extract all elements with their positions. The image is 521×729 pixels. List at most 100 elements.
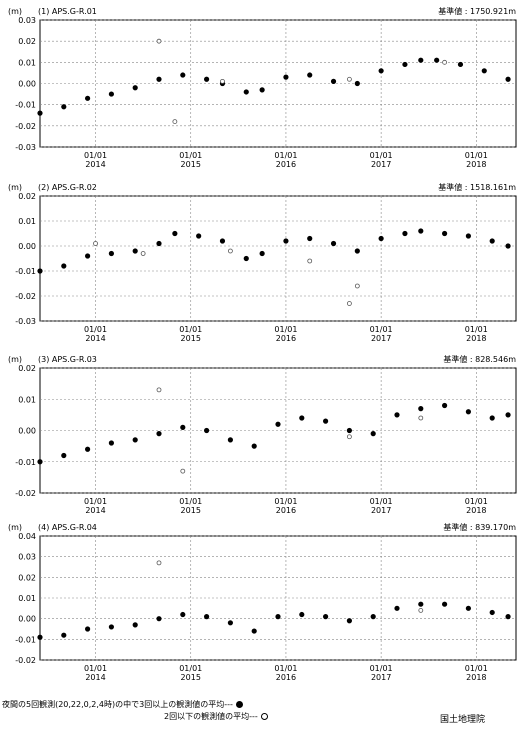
y-tick-label: -0.02 — [15, 656, 36, 665]
unit-label: (m) — [8, 7, 22, 16]
data-point-filled — [402, 61, 408, 68]
data-point-filled — [322, 613, 329, 620]
data-point-filled — [180, 72, 186, 78]
y-tick-label: 0.04 — [18, 532, 36, 541]
data-point-filled — [481, 68, 487, 74]
data-point-filled — [489, 609, 495, 616]
x-tick-label-date: 01/01 — [370, 664, 393, 673]
x-tick-label-year: 2015 — [181, 673, 201, 682]
x-tick-label-year: 2018 — [466, 673, 486, 682]
y-tick-label: 0.01 — [18, 395, 36, 404]
data-point-filled — [227, 437, 233, 443]
organization-label: 国土地理院 — [440, 715, 486, 725]
data-point-filled — [330, 78, 337, 84]
y-tick-label: 0.00 — [18, 615, 36, 624]
x-tick-label-date: 01/01 — [179, 664, 202, 673]
data-point-filled — [37, 634, 43, 640]
y-tick-label: -0.01 — [15, 635, 36, 644]
data-point-filled — [85, 253, 91, 259]
x-tick-label-year: 2017 — [371, 160, 391, 169]
data-point-open — [220, 78, 225, 84]
y-tick-label: 0.00 — [18, 80, 36, 89]
unit-label: (m) — [8, 523, 22, 532]
data-point-filled — [259, 250, 265, 257]
data-point-filled — [204, 427, 210, 434]
data-point-open — [140, 251, 146, 256]
data-point-filled — [243, 89, 249, 95]
data-point-filled — [354, 80, 360, 87]
data-point-filled — [251, 628, 257, 634]
x-tick-label-year: 2014 — [85, 334, 105, 343]
x-tick-label-year: 2016 — [276, 673, 296, 682]
data-point-filled — [330, 240, 337, 247]
data-point-filled — [465, 605, 471, 611]
data-point-filled — [156, 431, 162, 437]
x-tick-label-date: 01/01 — [370, 497, 393, 506]
data-point-filled — [457, 61, 464, 68]
x-tick-label-year: 2017 — [371, 673, 391, 682]
data-point-filled — [132, 437, 138, 443]
data-point-filled — [441, 230, 448, 237]
reference-value: 基準値 : 828.546m — [443, 354, 516, 364]
legend-label-filled: 夜間の5回観測(20,22,0,2,4時)の中で3回以上の観測値の平均--- — [2, 700, 233, 709]
y-tick-label: -0.01 — [15, 101, 36, 110]
data-point-open — [227, 248, 233, 254]
data-point-filled — [37, 110, 43, 116]
data-point-filled — [489, 415, 495, 421]
data-point-filled — [346, 427, 352, 434]
panel-label: (3) APS.G-R.03 — [38, 355, 97, 364]
x-tick-label-year: 2014 — [85, 673, 105, 682]
x-tick-label-date: 01/01 — [84, 497, 107, 506]
x-tick-label-year: 2018 — [466, 160, 486, 169]
data-point-filled — [505, 412, 511, 418]
y-tick-label: 0.01 — [18, 58, 36, 67]
data-point-open — [156, 387, 162, 393]
data-point-open — [180, 468, 186, 474]
y-tick-label: 0.02 — [18, 192, 36, 201]
data-point-filled — [378, 68, 384, 74]
data-point-filled — [307, 72, 313, 78]
y-tick-label: 0.00 — [18, 427, 36, 436]
y-tick-label: 0.00 — [18, 242, 36, 251]
data-point-filled — [132, 622, 138, 628]
data-point-filled — [172, 230, 178, 237]
x-tick-label-date: 01/01 — [179, 325, 202, 334]
data-point-filled — [505, 243, 511, 249]
panel-label: (4) APS.G-R.04 — [38, 523, 97, 532]
filled-circle-icon — [235, 701, 243, 708]
x-tick-label-date: 01/01 — [274, 664, 297, 673]
data-point-filled — [108, 91, 115, 97]
data-point-filled — [441, 402, 448, 409]
y-tick-label: 0.01 — [18, 217, 36, 226]
data-point-filled — [489, 238, 495, 244]
data-point-filled — [61, 632, 67, 638]
data-point-filled — [61, 263, 67, 269]
data-point-filled — [378, 235, 384, 242]
data-point-filled — [283, 74, 289, 80]
data-point-open — [354, 283, 360, 289]
data-point-open — [418, 608, 424, 613]
y-tick-label: 0.02 — [18, 573, 36, 582]
data-point-open — [442, 59, 448, 65]
data-point-filled — [132, 85, 138, 91]
x-tick-label-date: 01/01 — [84, 151, 107, 160]
data-point-open — [156, 560, 162, 566]
panel-label: (2) APS.G-R.02 — [38, 183, 97, 192]
data-point-filled — [307, 235, 313, 242]
data-point-filled — [61, 104, 67, 110]
reference-value: 基準値 : 1750.921m — [438, 6, 516, 16]
x-tick-label-year: 2017 — [371, 334, 391, 343]
data-point-filled — [394, 412, 400, 418]
data-point-filled — [227, 620, 233, 626]
x-tick-label-year: 2016 — [276, 334, 296, 343]
legend-label-open: 2回以下の観測値の平均--- — [164, 712, 258, 721]
x-tick-label-year: 2016 — [276, 506, 296, 515]
data-point-filled — [37, 268, 43, 274]
x-tick-label-year: 2016 — [276, 160, 296, 169]
data-point-open — [418, 415, 424, 421]
x-tick-label-date: 01/01 — [370, 151, 393, 160]
data-point-filled — [434, 57, 440, 63]
data-point-filled — [108, 624, 115, 630]
legend-item-open: 2回以下の観測値の平均--- — [164, 711, 268, 722]
